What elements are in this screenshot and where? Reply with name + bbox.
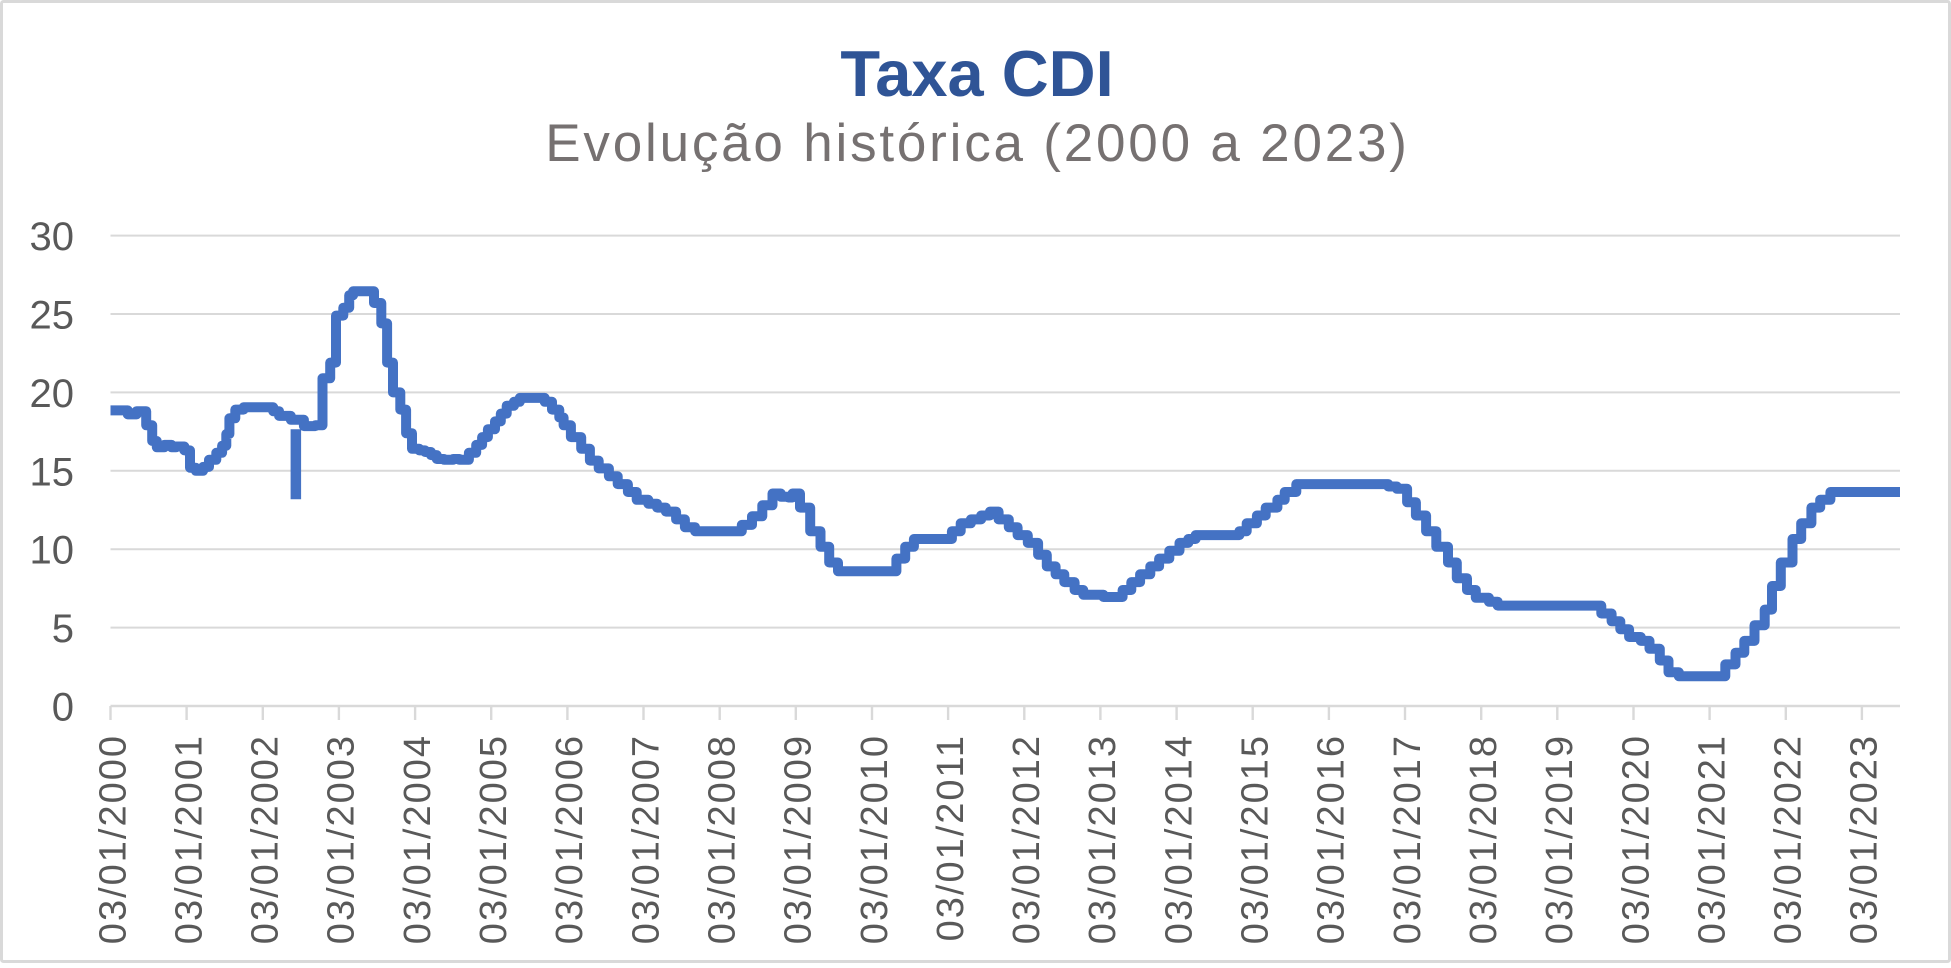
svg-text:30: 30: [30, 215, 75, 259]
svg-text:03/01/2018: 03/01/2018: [1463, 734, 1505, 944]
svg-text:03/01/2023: 03/01/2023: [1844, 734, 1886, 944]
svg-text:03/01/2016: 03/01/2016: [1311, 734, 1353, 944]
svg-text:03/01/2007: 03/01/2007: [625, 734, 667, 944]
svg-text:03/01/2012: 03/01/2012: [1006, 734, 1048, 944]
svg-text:03/01/2001: 03/01/2001: [168, 734, 210, 944]
svg-text:03/01/2004: 03/01/2004: [397, 734, 439, 944]
svg-text:03/01/2011: 03/01/2011: [930, 734, 972, 941]
svg-text:03/01/2015: 03/01/2015: [1235, 734, 1277, 944]
svg-text:03/01/2017: 03/01/2017: [1387, 734, 1429, 944]
svg-text:03/01/2014: 03/01/2014: [1158, 734, 1200, 944]
svg-text:03/01/2010: 03/01/2010: [854, 734, 896, 944]
svg-text:03/01/2013: 03/01/2013: [1082, 734, 1124, 944]
svg-text:03/01/2009: 03/01/2009: [778, 734, 820, 944]
svg-text:03/01/2019: 03/01/2019: [1539, 734, 1581, 944]
svg-text:03/01/2000: 03/01/2000: [92, 734, 134, 944]
svg-text:15: 15: [30, 450, 75, 494]
svg-text:03/01/2022: 03/01/2022: [1768, 734, 1810, 944]
svg-text:03/01/2020: 03/01/2020: [1615, 734, 1657, 944]
svg-text:Taxa CDI: Taxa CDI: [840, 37, 1113, 110]
svg-text:03/01/2005: 03/01/2005: [473, 734, 515, 944]
svg-text:5: 5: [52, 607, 74, 651]
svg-text:03/01/2003: 03/01/2003: [321, 734, 363, 944]
svg-text:03/01/2006: 03/01/2006: [549, 734, 591, 944]
svg-text:03/01/2021: 03/01/2021: [1691, 734, 1733, 944]
svg-text:10: 10: [30, 529, 75, 573]
svg-text:03/01/2002: 03/01/2002: [245, 734, 287, 944]
svg-text:20: 20: [30, 372, 75, 416]
svg-text:25: 25: [30, 294, 75, 338]
svg-text:03/01/2008: 03/01/2008: [702, 734, 744, 944]
svg-text:0: 0: [52, 686, 74, 730]
svg-text:Evolução histórica (2000 a 202: Evolução histórica (2000 a 2023): [545, 114, 1409, 173]
